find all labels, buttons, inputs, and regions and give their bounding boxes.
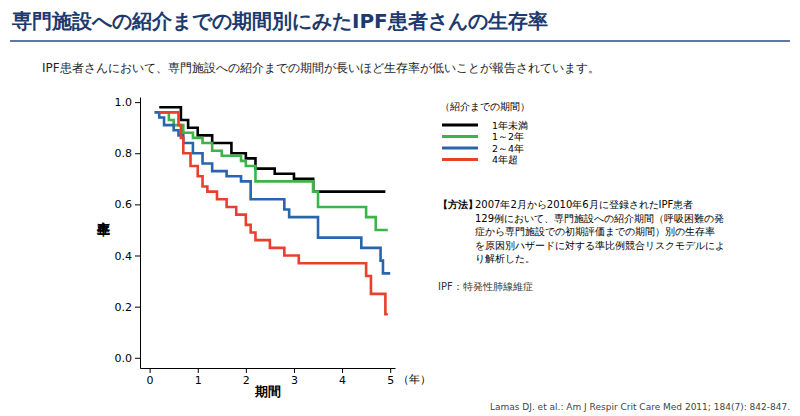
x-tick-mark (294, 368, 295, 373)
y-axis: 0.0 0.2 0.4 0.6 0.8 1.0 (115, 96, 141, 368)
x-tick: 2 (243, 368, 250, 387)
y-tick: 0.4 (115, 250, 141, 263)
x-tick-label: 3 (291, 374, 298, 387)
y-tick-label: 0.8 (115, 147, 133, 160)
y-axis-line (140, 98, 141, 369)
survival-line (159, 112, 388, 314)
x-tick-label: 4 (339, 374, 346, 387)
y-tick-mark (135, 204, 140, 205)
y-tick-mark (135, 358, 140, 359)
subtitle: IPF患者さんにおいて、専門施設への紹介までの期間が長いほど生存率が低いことが報… (42, 61, 600, 75)
x-tick: 0 (147, 368, 154, 387)
x-axis-unit: （年） (398, 373, 431, 386)
x-tick-mark (150, 368, 151, 373)
y-tick-mark (135, 153, 140, 154)
method-text: 症から専門施設での初期評価までの期間）別の生存率 (475, 226, 715, 237)
x-tick-mark (342, 368, 343, 373)
method-text: り解析した。 (475, 253, 535, 264)
y-tick: 0.8 (115, 147, 141, 160)
method-text: を原因別ハザードに対する準比例競合リスクモデルによ (475, 240, 725, 251)
y-tick: 0.2 (115, 301, 141, 314)
legend-swatch (442, 158, 478, 161)
note: IPF：特発性肺線維症 (438, 281, 533, 292)
x-tick: 4 (339, 368, 346, 387)
method-label: 【方法】 (438, 199, 478, 210)
method-text: 2007年2月から2010年6月に登録されたIPF患者 (475, 199, 693, 210)
chart-root: 専門施設への紹介までの期間別にみたIPF患者さんの生存率 IPF患者さんにおいて、… (0, 0, 800, 416)
x-tick-mark (198, 368, 199, 373)
plot-area (154, 107, 390, 314)
x-tick-label: 0 (147, 374, 154, 387)
x-axis-line (141, 368, 396, 369)
legend-title: （紹介までの期間） (440, 101, 530, 112)
y-axis-title: 生存率 (98, 222, 112, 237)
legend: （紹介までの期間） 1年未満1～2年2～4年4年超 (440, 101, 530, 165)
legend-label: 1～2年 (492, 131, 524, 142)
x-axis-title: 期間 (254, 384, 281, 399)
x-tick: 1 (195, 368, 202, 387)
x-tick-label: 1 (195, 374, 202, 387)
legend-swatch (442, 135, 478, 138)
x-tick: 3 (291, 368, 298, 387)
legend-swatch (442, 124, 478, 127)
y-tick-label: 1.0 (115, 96, 133, 109)
title: 専門施設への紹介までの期間別にみたIPF患者さんの生存率 (11, 9, 548, 33)
legend-swatch (442, 147, 478, 150)
legend-label: 1年未満 (492, 120, 528, 131)
y-tick-label: 0.0 (115, 352, 133, 365)
legend-label: 4年超 (492, 154, 518, 165)
y-tick-mark (135, 256, 140, 257)
source: Lamas DJ. et al.: Am J Respir Crit Care … (490, 402, 790, 412)
survival-line (154, 112, 390, 273)
x-tick-label: 5 (387, 374, 394, 387)
legend-label: 2～4年 (492, 143, 524, 154)
y-tick: 0.6 (115, 198, 141, 211)
x-tick-mark (390, 368, 391, 373)
y-tick-mark (135, 307, 140, 308)
survival-line (159, 112, 388, 230)
y-tick: 1.0 (115, 96, 141, 109)
y-tick: 0.0 (115, 352, 141, 365)
y-tick-label: 0.6 (115, 198, 133, 211)
x-tick-label: 2 (243, 374, 250, 387)
x-tick: 5 (387, 368, 394, 387)
x-tick-mark (246, 368, 247, 373)
method-text: 129例において、専門施設への紹介期間（呼吸困難の発 (475, 213, 724, 224)
y-tick-label: 0.4 (115, 250, 133, 263)
title-rule (10, 40, 790, 42)
y-tick-mark (135, 102, 140, 103)
y-tick-label: 0.2 (115, 301, 133, 314)
